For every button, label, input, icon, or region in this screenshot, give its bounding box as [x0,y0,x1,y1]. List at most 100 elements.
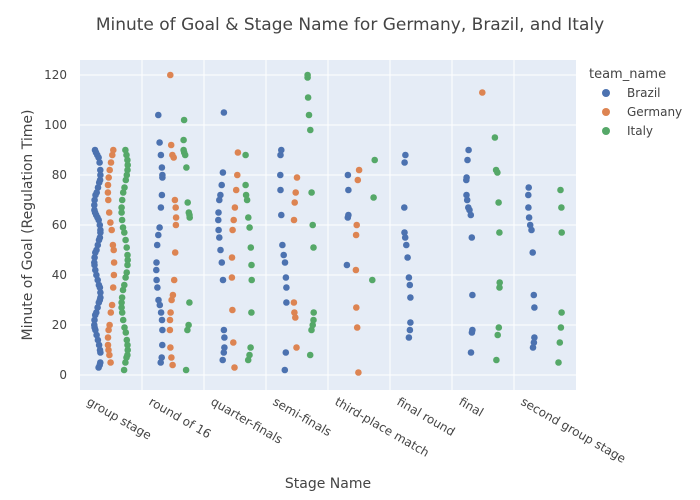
data-point-germany [230,216,237,224]
data-point-brazil [158,316,166,324]
data-point-italy [310,244,317,251]
data-point-germany [105,209,113,216]
data-point-brazil [218,259,226,266]
data-point-italy [496,229,503,236]
data-point-brazil [91,259,98,266]
data-point-germany [353,221,361,229]
data-point-germany [293,344,300,351]
data-point-brazil [219,169,227,176]
data-point-germany [105,346,112,354]
data-point-germany [171,249,179,256]
data-point-brazil [158,354,165,361]
data-point-brazil [215,226,222,234]
data-point-germany [293,174,301,181]
data-point-brazil [156,301,164,309]
data-point-italy [121,184,128,191]
data-point-brazil [91,201,98,209]
data-point-italy [120,366,128,374]
data-point-italy [123,171,131,179]
data-point-brazil [281,366,289,374]
data-point-brazil [525,204,532,211]
data-point-brazil [159,171,166,179]
data-point-brazil [96,221,104,229]
data-point-brazil [402,151,409,159]
data-point-italy [118,216,126,224]
data-point-germany [229,306,236,314]
data-point-brazil [345,186,352,194]
data-point-italy [186,299,193,306]
legend-marker-italy [602,127,610,135]
data-point-germany [230,339,237,346]
data-point-germany [166,326,174,334]
data-point-italy [118,309,126,316]
data-point-brazil [404,254,411,261]
data-point-germany [168,354,175,361]
data-point-germany [228,254,236,261]
data-point-brazil [278,211,285,219]
data-point-italy [119,286,127,294]
data-point-brazil [153,241,161,249]
data-point-brazil [531,334,538,341]
data-point-germany [169,151,176,159]
data-point-brazil [283,284,290,291]
data-point-italy [118,204,125,211]
data-point-brazil [153,259,160,266]
data-point-brazil [217,191,224,199]
data-point-brazil [92,266,99,274]
data-point-brazil [94,336,102,344]
x-tick-label-group-stage: group stage [85,394,154,442]
data-point-brazil [158,164,166,171]
data-point-germany [107,359,114,366]
data-point-italy [557,324,565,331]
data-point-italy [119,224,127,231]
data-point-germany [167,71,174,79]
data-point-brazil [215,209,222,216]
data-point-brazil [278,146,285,154]
data-point-italy [121,324,128,331]
data-point-germany [167,141,175,149]
data-point-italy [184,199,191,206]
data-point-brazil [280,251,288,259]
data-point-germany [106,351,113,359]
data-point-brazil [156,139,163,146]
data-point-italy [308,326,315,334]
data-point-brazil [525,214,533,221]
data-point-italy [124,166,131,174]
data-point-germany [479,89,486,96]
legend-label-brazil: Brazil [627,86,661,100]
data-point-germany [167,344,174,351]
y-tick-label: 120 [44,68,67,82]
data-point-italy [243,196,251,204]
legend-title: team_name [589,67,666,82]
data-point-italy [555,359,562,366]
data-point-italy [309,221,317,229]
data-point-italy [118,299,125,306]
data-point-brazil [530,291,538,299]
data-point-brazil [155,296,162,304]
data-point-germany [170,276,178,284]
data-point-italy [495,324,503,331]
data-point-brazil [529,344,537,351]
data-point-germany [290,299,298,306]
data-point-italy [185,209,193,216]
legend: team_name Brazil Germany Italy [589,67,682,138]
data-point-italy [308,189,315,196]
data-point-italy [122,236,129,244]
data-point-brazil [217,246,224,254]
legend-marker-brazil [602,89,610,97]
data-point-italy [491,134,499,141]
data-point-italy [124,161,131,169]
data-point-brazil [465,204,472,211]
data-point-brazil [94,276,101,284]
data-point-italy [370,194,377,201]
data-point-brazil [401,229,408,236]
data-point-brazil [154,284,161,291]
data-point-italy [494,331,502,339]
x-tick-label-final: final [457,394,486,419]
data-point-germany [104,334,112,341]
data-point-germany [105,174,112,181]
data-point-italy [185,321,192,329]
data-point-germany [290,216,298,224]
y-tick-label: 0 [59,368,67,382]
data-point-italy [118,304,125,311]
